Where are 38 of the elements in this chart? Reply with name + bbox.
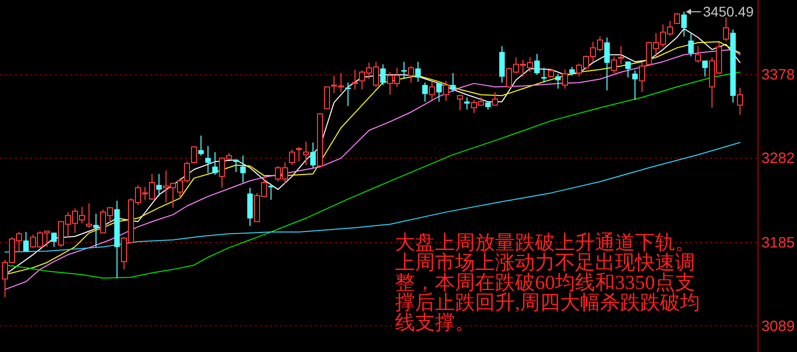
candlestick (156, 173, 162, 197)
candlestick (51, 232, 57, 248)
candlestick (345, 82, 351, 107)
candlestick (93, 213, 99, 248)
annotation: 大盘上周放量跌破上升通道下轨。上周市场上涨动力不足出现快速调整，本周在跌破60均线和3350点支撑后止跌回升,周四大幅杀跌跌破均线支撑。 (395, 232, 701, 334)
candlestick (464, 96, 470, 110)
candlestick (401, 61, 407, 80)
candlestick (681, 11, 687, 38)
candlestick (555, 73, 561, 90)
line-series (4, 142, 740, 253)
candlestick (302, 141, 310, 166)
candlestick (541, 67, 547, 84)
candlestick (240, 155, 246, 184)
candlestick (352, 69, 358, 90)
candlestick (428, 81, 436, 100)
candlestick (436, 82, 442, 102)
annotation: 3450.49 (703, 4, 754, 20)
candlestick (422, 82, 428, 102)
y-tick-label: 3378 (761, 66, 795, 84)
candlestick (688, 33, 694, 57)
candlestick (625, 61, 631, 78)
candlestick (233, 159, 239, 173)
candlestick (380, 64, 386, 86)
candlestick (268, 184, 274, 200)
candlestick (450, 72, 456, 93)
candlestick (198, 135, 204, 156)
candlestick (415, 61, 421, 82)
y-tick-label: 3185 (761, 234, 795, 252)
y-tick-label: 3282 (761, 150, 795, 168)
candlestick (310, 142, 316, 168)
candlestick (632, 70, 638, 100)
candlestick (702, 60, 708, 77)
y-tick-label: 3089 (761, 318, 795, 335)
candlestick (604, 36, 610, 91)
candlestick (205, 146, 211, 174)
candlestick (534, 53, 540, 76)
candlestick (23, 232, 29, 252)
candlestick (212, 152, 218, 176)
